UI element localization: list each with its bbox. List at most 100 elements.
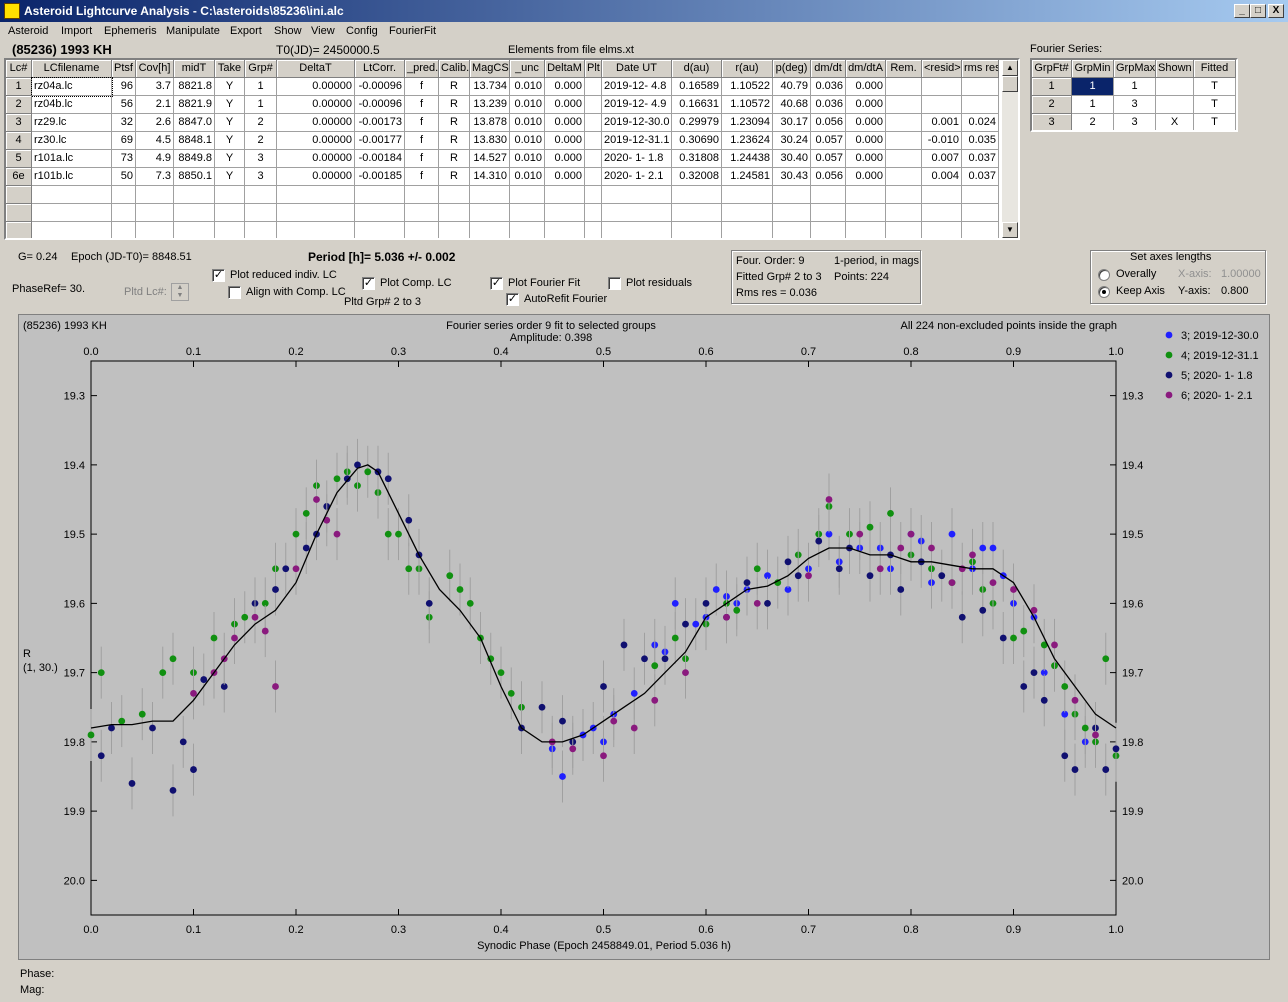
overally-radio[interactable] [1098, 269, 1110, 281]
lightcurve-chart[interactable]: 0.0 0.0 0.1 0.1 0.2 0.2 0.3 0.3 0.4 0.4 0.5 0.5 0.6 0… [19, 315, 1269, 959]
lc-table-cell[interactable] [245, 186, 277, 204]
lc-table-cell[interactable]: 13.878 [470, 114, 510, 132]
fourier-table-cell[interactable]: 3 [1114, 114, 1156, 130]
lc-table-cell[interactable]: -0.00096 [355, 96, 405, 114]
lc-table-cell[interactable]: 0.000 [846, 96, 886, 114]
lc-table-cell[interactable]: -0.00096 [355, 78, 405, 96]
fourier-table-cell[interactable]: 1 [1032, 78, 1072, 96]
lc-table-cell[interactable] [32, 204, 112, 222]
lc-table-cell[interactable]: 8821.9 [174, 96, 215, 114]
lc-table-cell[interactable]: 2.1 [136, 96, 174, 114]
lc-table-cell[interactable] [585, 132, 602, 150]
lc-table-cell[interactable]: 2 [245, 132, 277, 150]
lc-table-cell[interactable] [585, 204, 602, 222]
lc-table-cell[interactable] [277, 186, 355, 204]
lc-table-cell[interactable] [962, 222, 999, 238]
lc-table-cell[interactable] [545, 222, 585, 238]
lc-table-cell[interactable] [277, 222, 355, 238]
plot-residuals-checkbox[interactable] [608, 277, 621, 290]
lc-table-cell[interactable]: 0.30690 [672, 132, 722, 150]
lc-table-cell[interactable]: 3 [245, 168, 277, 186]
lc-table-cell[interactable]: f [405, 96, 439, 114]
lightcurve-table-scrollbar[interactable]: ▲ ▼ [1002, 60, 1018, 238]
fourier-column-header[interactable]: Fitted [1194, 60, 1236, 78]
lc-table-cell[interactable] [585, 96, 602, 114]
lc-table-cell[interactable]: 1.10522 [722, 78, 773, 96]
lc-table-cell[interactable] [470, 222, 510, 238]
menu-import[interactable]: Import [61, 25, 93, 37]
lc-table-cell[interactable]: 0.007 [922, 150, 962, 168]
lc-table-cell[interactable] [136, 204, 174, 222]
lc-table-cell[interactable]: 1.10572 [722, 96, 773, 114]
lc-table-cell[interactable] [112, 186, 136, 204]
lc-table-cell[interactable]: 14.527 [470, 150, 510, 168]
autorefit-checkbox[interactable]: ✓ [506, 293, 519, 306]
lc-table-cell[interactable] [585, 150, 602, 168]
y-axis-value[interactable]: 0.800 [1221, 285, 1249, 297]
lc-table-cell[interactable]: Y [215, 168, 245, 186]
lc-table-cell[interactable] [886, 186, 922, 204]
fourier-table-cell[interactable] [1156, 96, 1194, 114]
plot-fourier-checkbox[interactable]: ✓ [490, 277, 503, 290]
lc-table-cell[interactable]: 0.00000 [277, 150, 355, 168]
lc-table-cell[interactable] [355, 204, 405, 222]
lc-table-cell[interactable] [886, 168, 922, 186]
lc-table-cell[interactable]: 0.000 [545, 114, 585, 132]
lc-table-cell[interactable]: 0.000 [545, 132, 585, 150]
align-comp-checkbox[interactable] [228, 286, 241, 299]
lc-table-cell[interactable] [174, 186, 215, 204]
lc-table-cell[interactable] [846, 204, 886, 222]
lc-column-header[interactable]: MagCS [470, 60, 510, 78]
lc-row-header[interactable]: 2 [6, 96, 32, 114]
menu-asteroid[interactable]: Asteroid [8, 25, 49, 37]
lc-table-cell[interactable] [886, 96, 922, 114]
lc-table-cell[interactable]: R [439, 168, 470, 186]
lc-table-cell[interactable] [439, 186, 470, 204]
lc-table-cell[interactable] [215, 204, 245, 222]
lc-table-cell[interactable] [585, 186, 602, 204]
lightcurve-plot-panel[interactable]: 0.0 0.0 0.1 0.1 0.2 0.2 0.3 0.3 0.4 0.4 0.5 0.5 0.6 0… [18, 314, 1270, 960]
lc-table-cell[interactable]: 13.734 [470, 78, 510, 96]
lc-column-header[interactable]: <resid> [922, 60, 962, 78]
lc-table-cell[interactable]: 0.00000 [277, 168, 355, 186]
lc-table-cell[interactable]: 0.00000 [277, 132, 355, 150]
lc-table-cell[interactable]: Y [215, 114, 245, 132]
lc-table-cell[interactable] [846, 186, 886, 204]
lc-table-cell[interactable] [355, 222, 405, 238]
lc-table-cell[interactable] [277, 204, 355, 222]
lc-column-header[interactable]: Date UT [602, 60, 672, 78]
lc-table-cell[interactable]: 1.24581 [722, 168, 773, 186]
lc-table-cell[interactable] [112, 204, 136, 222]
lc-table-cell[interactable]: 0.000 [846, 150, 886, 168]
lc-column-header[interactable]: rms res [962, 60, 999, 78]
lc-table-cell[interactable] [773, 204, 811, 222]
x-axis-value[interactable]: 1.00000 [1221, 268, 1261, 280]
lc-column-header[interactable]: r(au) [722, 60, 773, 78]
lc-table-cell[interactable] [470, 186, 510, 204]
lc-table-cell[interactable] [585, 114, 602, 132]
lc-table-cell[interactable] [886, 150, 922, 168]
lc-table-cell[interactable]: R [439, 96, 470, 114]
lc-column-header[interactable]: _pred. [405, 60, 439, 78]
lc-table-cell[interactable]: 2019-12-31.1 [602, 132, 672, 150]
lc-table-cell[interactable]: 0.001 [922, 114, 962, 132]
lc-table-cell[interactable] [215, 222, 245, 238]
lc-table-cell[interactable] [922, 204, 962, 222]
lc-table-cell[interactable]: 0.056 [811, 168, 846, 186]
lc-table-cell[interactable]: r101a.lc [32, 150, 112, 168]
lc-table-cell[interactable] [112, 222, 136, 238]
pltd-lc-spinner[interactable]: ▲ ▼ [171, 283, 189, 301]
lc-row-header[interactable] [6, 186, 32, 204]
lc-table-cell[interactable]: 0.035 [962, 132, 999, 150]
lc-table-cell[interactable] [245, 204, 277, 222]
fourier-table-cell[interactable]: T [1194, 114, 1236, 130]
lc-table-cell[interactable] [846, 222, 886, 238]
lc-table-cell[interactable]: 0.000 [846, 168, 886, 186]
lc-table-cell[interactable] [215, 186, 245, 204]
lc-table-cell[interactable]: 0.16589 [672, 78, 722, 96]
lc-table-cell[interactable]: 32 [112, 114, 136, 132]
scroll-up-button[interactable]: ▲ [1002, 60, 1018, 76]
fourier-table-cell[interactable]: 3 [1114, 96, 1156, 114]
lc-table-cell[interactable]: 8848.1 [174, 132, 215, 150]
lc-table-cell[interactable]: f [405, 78, 439, 96]
